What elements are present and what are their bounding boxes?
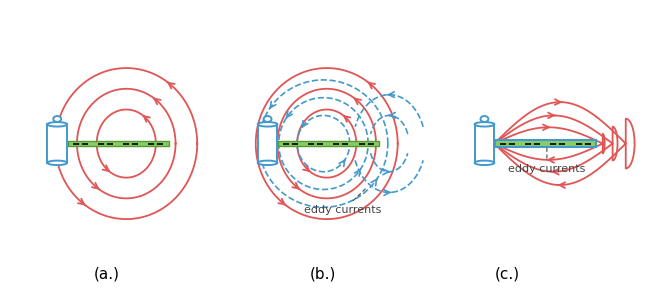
Bar (278, 141, 380, 146)
Ellipse shape (263, 116, 271, 122)
Ellipse shape (257, 122, 277, 126)
Ellipse shape (48, 161, 67, 165)
Bar (495, 140, 596, 147)
Ellipse shape (475, 122, 494, 126)
Bar (48, 124, 67, 163)
Ellipse shape (257, 161, 277, 165)
Ellipse shape (53, 116, 61, 122)
Ellipse shape (48, 122, 67, 126)
Text: eddy currents: eddy currents (508, 145, 585, 174)
Text: (c.): (c.) (495, 266, 520, 281)
Ellipse shape (480, 116, 488, 122)
Bar (68, 141, 169, 146)
Ellipse shape (475, 161, 494, 165)
Bar (257, 124, 277, 163)
Bar (475, 124, 494, 163)
Text: (a.): (a.) (94, 266, 119, 281)
Text: (b.): (b.) (310, 266, 337, 281)
Text: eddy currents: eddy currents (304, 187, 382, 215)
